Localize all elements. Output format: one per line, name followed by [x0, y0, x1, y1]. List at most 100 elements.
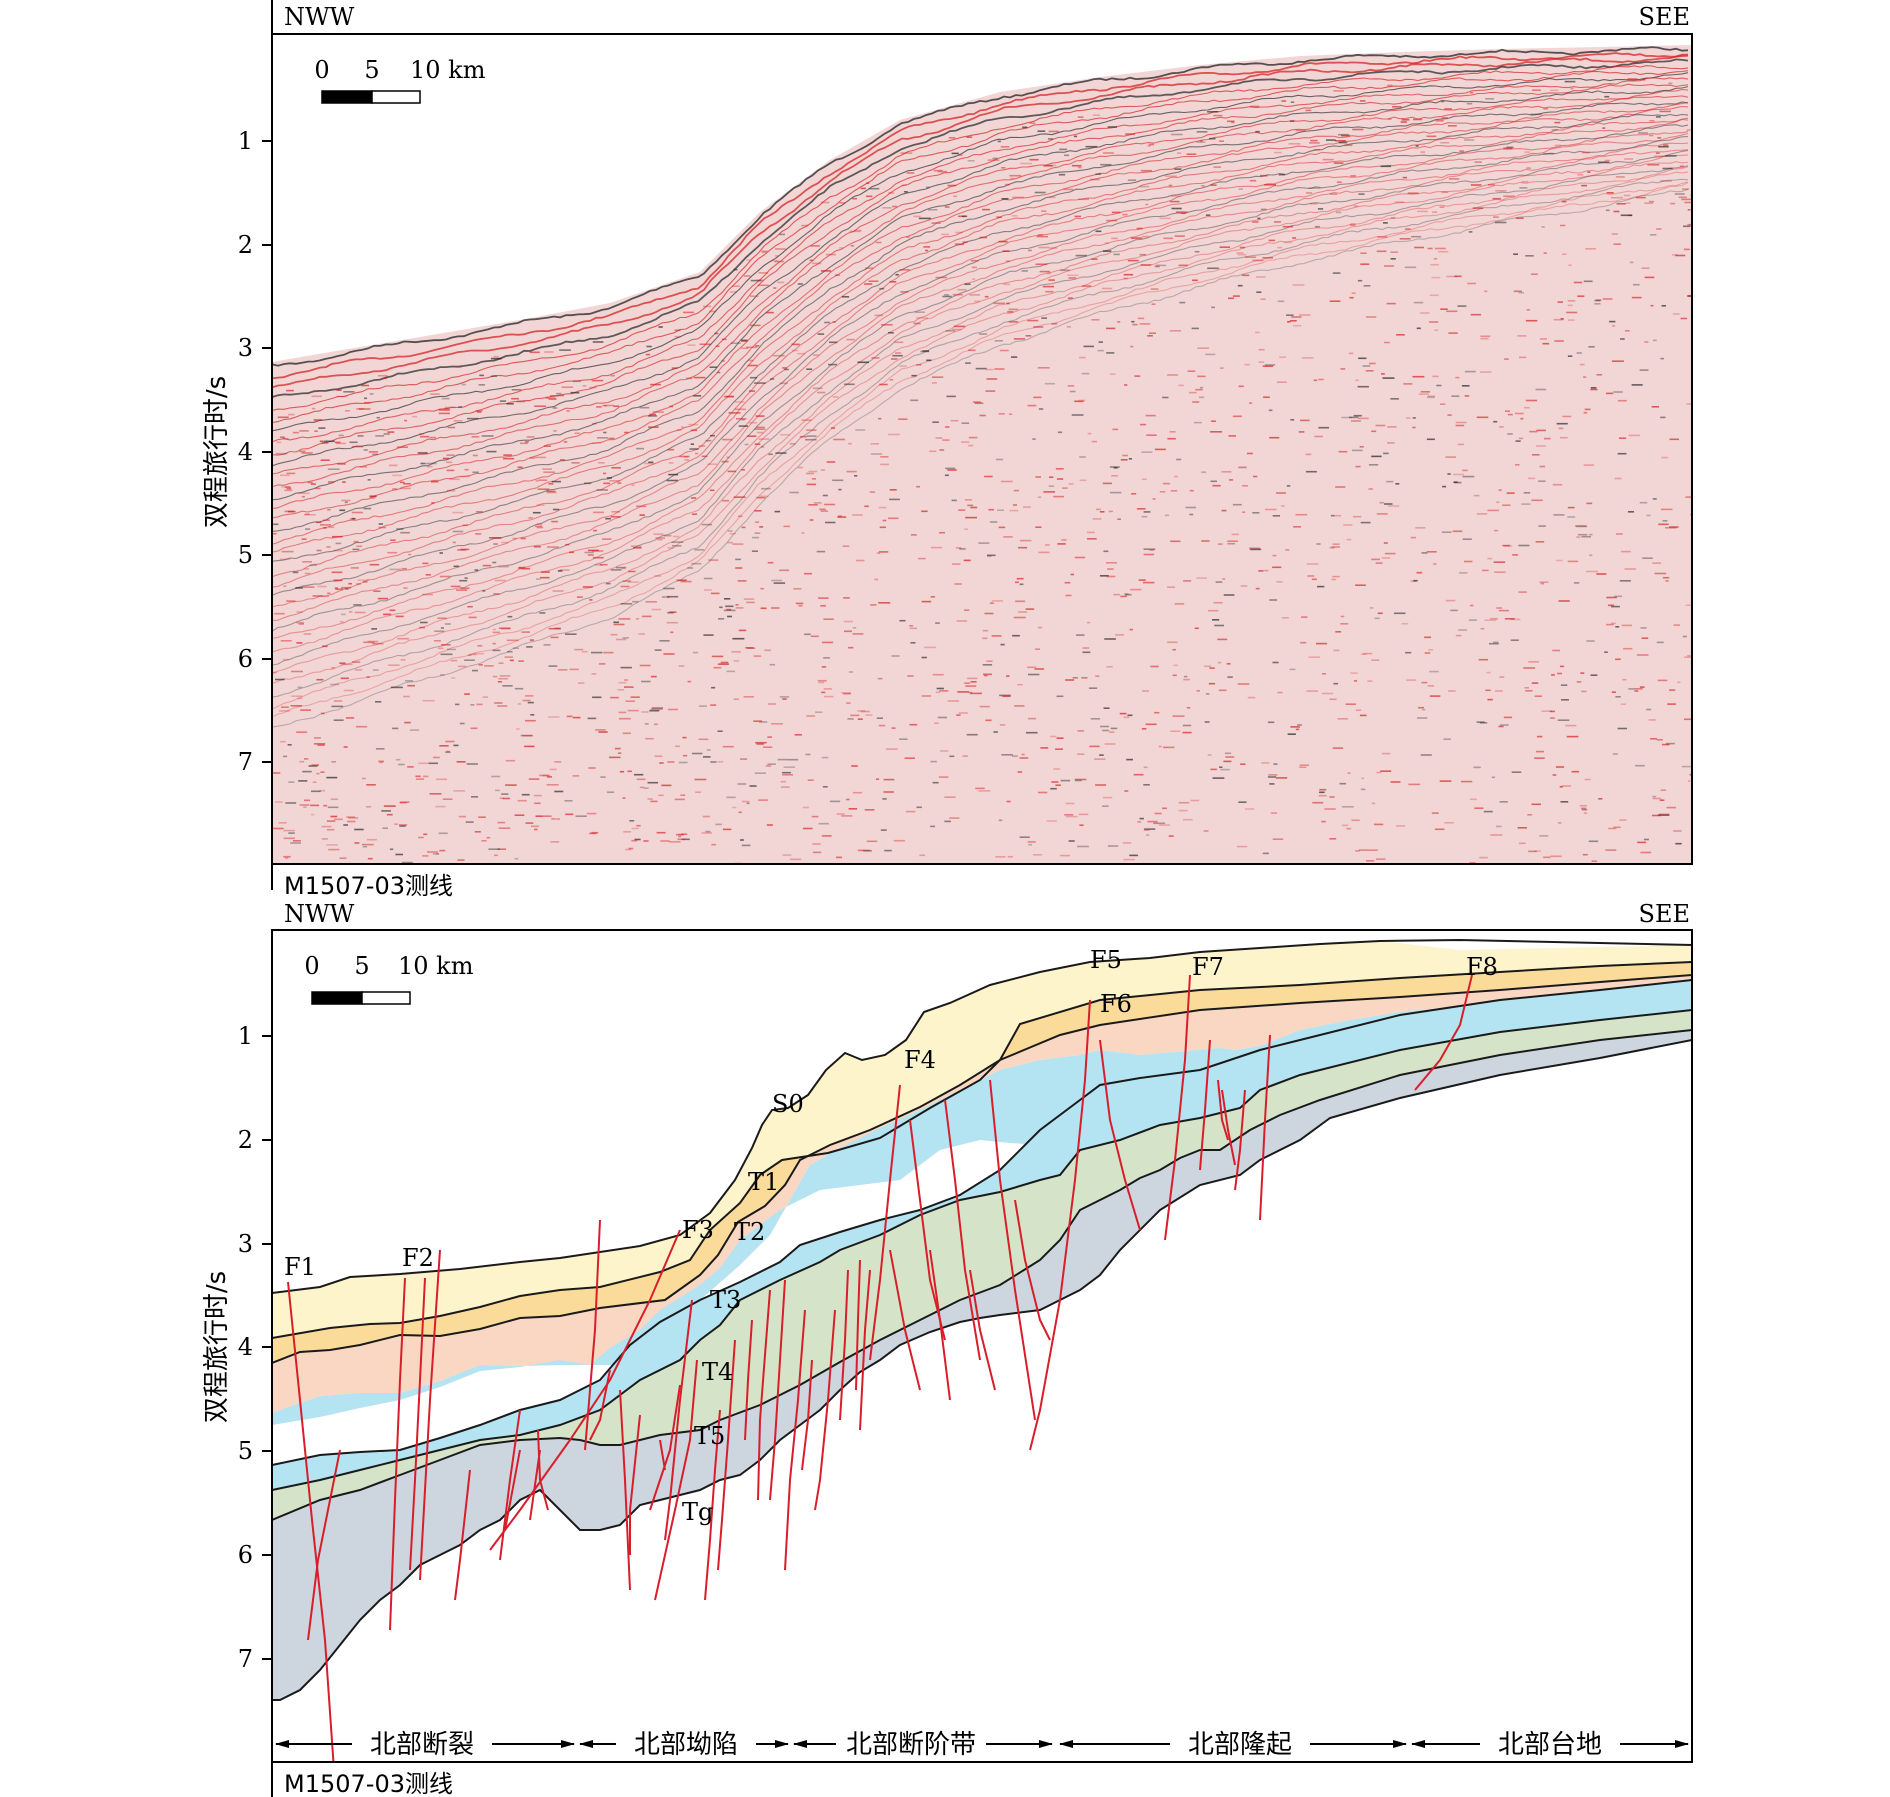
seismic-noise-dot — [335, 542, 342, 545]
seismic-noise-dot — [1406, 679, 1417, 681]
seismic-reflector — [272, 166, 1689, 675]
seismic-noise-dot — [1459, 150, 1464, 152]
seismic-noise-dot — [1355, 465, 1361, 468]
seismic-noise-dot — [806, 472, 815, 475]
seismic-noise-dot — [455, 703, 460, 706]
seismic-noise-dot — [997, 140, 1001, 143]
seismic-noise-dot — [1583, 376, 1587, 378]
seismic-noise-dot — [876, 717, 883, 719]
seismic-noise-dot — [1648, 719, 1656, 721]
seismic-noise-dot — [1536, 445, 1546, 447]
seismic-noise-dot — [882, 798, 887, 800]
seismic-noise-dot — [1029, 158, 1039, 161]
seismic-noise-dot — [982, 664, 993, 666]
seismic-noise-dot — [1476, 721, 1485, 723]
seismic-noise-dot — [419, 626, 425, 629]
seismic-noise-dot — [970, 681, 977, 683]
seismic-noise-dot — [1493, 420, 1498, 423]
seismic-noise-dot — [930, 760, 937, 763]
seismic-noise-dot — [1476, 513, 1488, 515]
seismic-noise-dot — [1175, 211, 1188, 213]
fault-line — [909, 1119, 946, 1341]
seismic-noise-dot — [968, 436, 978, 439]
seismic-noise-dot — [455, 366, 462, 368]
seismic-noise-dot — [1576, 352, 1582, 354]
seismic-noise-dot — [983, 674, 988, 677]
seismic-noise-dot — [310, 804, 320, 807]
seismic-noise-dot — [777, 281, 785, 284]
seismic-noise-dot — [1576, 536, 1581, 538]
seismic-noise-dot — [1027, 841, 1036, 843]
seismic-noise-dot — [910, 399, 919, 402]
seismic-noise-dot — [885, 748, 898, 750]
seismic-noise-dot — [275, 801, 283, 803]
seismic-noise-dot — [1134, 375, 1141, 377]
seismic-noise-dot — [528, 517, 533, 519]
seismic-noise-dot — [272, 827, 284, 830]
seismic-noise-dot — [1306, 690, 1318, 692]
seismic-noise-dot — [507, 615, 513, 618]
seismic-noise-dot — [1196, 141, 1206, 143]
seismic-noise-dot — [1131, 493, 1137, 495]
seismic-noise-dot — [407, 766, 414, 768]
seismic-noise-dot — [654, 649, 662, 651]
seismic-noise-dot — [1656, 739, 1663, 741]
seismic-noise-dot — [1339, 782, 1346, 785]
seismic-noise-dot — [1566, 311, 1578, 314]
seismic-noise-dot — [595, 729, 606, 731]
seismic-noise-dot — [1434, 247, 1446, 250]
seismic-noise-dot — [520, 537, 526, 540]
seismic-noise-dot — [1333, 514, 1342, 517]
seismic-noise-dot — [1159, 824, 1170, 826]
seismic-noise-dot — [1290, 419, 1295, 421]
seismic-noise-dot — [425, 574, 431, 576]
seismic-noise-dot — [1619, 819, 1627, 821]
seismic-noise-dot — [1137, 508, 1146, 510]
fault-line — [409, 1277, 426, 1571]
seismic-noise-dot — [301, 452, 313, 454]
seismic-noise-dot — [674, 329, 681, 332]
seismic-noise-dot — [1095, 675, 1100, 677]
seismic-noise-dot — [320, 712, 325, 715]
seismic-noise-dot — [1674, 193, 1685, 195]
seismic-noise-dot — [615, 566, 627, 569]
seismic-noise-dot — [666, 479, 678, 482]
seismic-noise-dot — [514, 857, 519, 860]
seismic-noise-dot — [1280, 505, 1285, 507]
seismic-noise-dot — [1418, 393, 1429, 395]
seismic-noise-dot — [774, 260, 785, 263]
seismic-noise-dot — [1247, 696, 1256, 699]
seismic-noise-dot — [1500, 724, 1509, 726]
seismic-noise-dot — [521, 793, 530, 796]
seismic-noise-dot — [773, 582, 786, 584]
seismic-noise-dot — [549, 768, 557, 771]
seismic-noise-dot — [1044, 382, 1055, 385]
seismic-noise-dot — [442, 457, 450, 460]
seismic-noise-dot — [1386, 302, 1396, 305]
seismic-noise-dot — [670, 631, 674, 634]
layer-t4-t5 — [272, 1010, 1692, 1520]
seismic-noise-dot — [472, 454, 478, 457]
seismic-reflector — [272, 131, 1689, 578]
seismic-noise-dot — [812, 851, 822, 854]
seismic-noise-dot — [1660, 180, 1672, 182]
seismic-noise-dot — [565, 813, 574, 816]
seismic-noise-dot — [919, 854, 926, 857]
seismic-noise-dot — [321, 825, 332, 828]
seismic-noise-dot — [566, 715, 573, 718]
seismic-noise-dot — [921, 600, 932, 603]
seismic-noise-dot — [552, 407, 558, 409]
seismic-noise-dot — [314, 430, 318, 432]
seismic-noise-dot — [1628, 688, 1637, 690]
seismic-noise-dot — [782, 774, 793, 776]
seismic-noise-dot — [761, 251, 767, 254]
seismic-noise-dot — [316, 772, 320, 775]
seismic-noise-dot — [1261, 762, 1270, 764]
seismic-noise-dot — [1438, 250, 1449, 253]
seismic-noise-dot — [1470, 313, 1481, 316]
seismic-noise-dot — [809, 519, 814, 521]
seismic-noise-dot — [807, 435, 817, 437]
seismic-noise-dot — [284, 489, 293, 492]
top-y-tick-label: 7 — [238, 748, 253, 776]
seismic-noise-dot — [1203, 830, 1209, 832]
